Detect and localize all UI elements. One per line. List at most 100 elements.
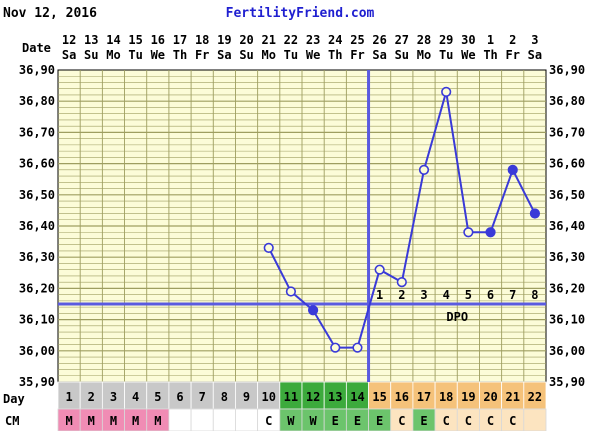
y-tick-label-left: 36,40 bbox=[19, 219, 55, 233]
temperature-point bbox=[285, 286, 297, 297]
y-tick-label-right: 36,50 bbox=[549, 188, 585, 202]
cycle-day-label: 21 bbox=[506, 390, 520, 404]
cm-value-label: M bbox=[132, 414, 139, 428]
weekday-label: Tu bbox=[439, 48, 453, 62]
weekday-label: Sa bbox=[528, 48, 542, 62]
cycle-rows: 1 2 3 4 5 6 7 8 9 10 11 12 13 14 15 16 17 18 19 20 21 22M M M M M… bbox=[57, 381, 547, 431]
y-tick-label-right: 36,10 bbox=[549, 313, 585, 327]
weekday-label: Mo bbox=[417, 48, 431, 62]
cycle-day-label: 8 bbox=[221, 390, 228, 404]
y-tick-label-right: 36,20 bbox=[549, 281, 585, 295]
cm-value-label: M bbox=[65, 414, 72, 428]
date-number-label: 19 bbox=[217, 33, 231, 47]
y-tick-label-left: 36,60 bbox=[19, 157, 55, 171]
weekday-label: Su bbox=[239, 48, 253, 62]
weekday-label: Fr bbox=[506, 48, 520, 62]
date-number-label: 14 bbox=[106, 33, 120, 47]
temperature-point bbox=[396, 277, 407, 288]
cm-cell bbox=[168, 408, 192, 431]
y-tick-label-left: 36,50 bbox=[19, 188, 55, 202]
temperature-point bbox=[418, 164, 430, 175]
cycle-day-label: 6 bbox=[176, 390, 183, 404]
date-number-label: 21 bbox=[262, 33, 276, 47]
cycle-day-label: 14 bbox=[350, 390, 364, 404]
cycle-day-label: 2 bbox=[88, 390, 95, 404]
cm-value-label: E bbox=[420, 414, 427, 428]
weekday-label: We bbox=[151, 48, 165, 62]
y-tick-label-right: 36,00 bbox=[549, 344, 585, 358]
cm-value-label: E bbox=[354, 414, 361, 428]
weekday-label: Sa bbox=[62, 48, 76, 62]
weekday-label: Mo bbox=[262, 48, 276, 62]
chart-grid bbox=[57, 69, 547, 383]
dpo-number-label: 1 bbox=[376, 288, 383, 302]
date-number-label: 30 bbox=[461, 33, 475, 47]
date-number-label: 18 bbox=[195, 33, 209, 47]
date-number-label: 12 bbox=[62, 33, 76, 47]
date-number-label: 16 bbox=[151, 33, 165, 47]
weekday-label: Sa bbox=[217, 48, 231, 62]
y-tick-label-left: 35,90 bbox=[19, 375, 55, 389]
cycle-day-label: 1 bbox=[65, 390, 72, 404]
weekday-label: Mo bbox=[106, 48, 120, 62]
cycle-day-label: 12 bbox=[306, 390, 320, 404]
cycle-day-label: 15 bbox=[372, 390, 386, 404]
temperature-point bbox=[330, 342, 341, 353]
cycle-day-label: 7 bbox=[199, 390, 206, 404]
cycle-day-label: 5 bbox=[154, 390, 161, 404]
temperature-point bbox=[529, 208, 541, 219]
y-tick-label-right: 36,70 bbox=[549, 125, 585, 139]
weekday-label: Fr bbox=[195, 48, 209, 62]
chart-date: Nov 12, 2016 bbox=[3, 6, 97, 21]
weekday-label: Th bbox=[173, 48, 187, 62]
dpo-number-label: 6 bbox=[487, 288, 494, 302]
dpo-number-label: 8 bbox=[531, 288, 538, 302]
y-tick-label-right: 36,60 bbox=[549, 157, 585, 171]
date-number-label: 13 bbox=[84, 33, 98, 47]
date-row-label: Date bbox=[22, 41, 51, 55]
y-tick-label-right: 35,90 bbox=[549, 375, 585, 389]
cycle-day-label: 4 bbox=[132, 390, 139, 404]
cycle-day-label: 13 bbox=[328, 390, 342, 404]
temperature-point bbox=[263, 242, 274, 253]
chart-axes: 12 13 14 15 16 17 18 19 20 21 22 23 24 25 26 27 28 29 30 1 2… bbox=[19, 33, 585, 389]
date-number-label: 25 bbox=[350, 33, 364, 47]
cm-cell bbox=[235, 408, 259, 431]
y-tick-label-right: 36,30 bbox=[549, 250, 585, 264]
temperature-point bbox=[307, 305, 319, 316]
temperature-point bbox=[352, 342, 363, 353]
cm-cell bbox=[212, 408, 236, 431]
y-tick-label-right: 36,90 bbox=[549, 63, 585, 77]
cm-value-label: W bbox=[309, 414, 317, 428]
y-tick-label-left: 36,20 bbox=[19, 281, 55, 295]
cm-value-label: C bbox=[465, 414, 472, 428]
date-number-label: 1 bbox=[487, 33, 494, 47]
dpo-number-label: 2 bbox=[398, 288, 405, 302]
cm-value-label: C bbox=[265, 414, 272, 428]
y-tick-label-left: 36,10 bbox=[19, 313, 55, 327]
cycle-day-label: 19 bbox=[461, 390, 475, 404]
temperature-point bbox=[441, 86, 452, 97]
temperature-series bbox=[263, 86, 541, 353]
weekday-label: We bbox=[461, 48, 475, 62]
y-tick-label-right: 36,40 bbox=[549, 219, 585, 233]
date-number-label: 23 bbox=[306, 33, 320, 47]
temperature-point bbox=[507, 164, 518, 175]
temperature-point bbox=[463, 227, 474, 238]
dpo-number-label: 7 bbox=[509, 288, 516, 302]
weekday-label: Tu bbox=[284, 48, 298, 62]
date-number-label: 17 bbox=[173, 33, 187, 47]
weekday-label: Th bbox=[483, 48, 497, 62]
dpo-number-label: 3 bbox=[420, 288, 427, 302]
date-number-label: 27 bbox=[395, 33, 409, 47]
temperature-point bbox=[485, 227, 496, 238]
cm-value-label: M bbox=[110, 414, 117, 428]
cm-value-label: C bbox=[398, 414, 405, 428]
weekday-label: We bbox=[306, 48, 320, 62]
dpo-number-label: 4 bbox=[443, 288, 450, 302]
cm-value-label: E bbox=[376, 414, 383, 428]
cm-row-label: CM bbox=[5, 414, 19, 428]
weekday-label: Sa bbox=[372, 48, 386, 62]
